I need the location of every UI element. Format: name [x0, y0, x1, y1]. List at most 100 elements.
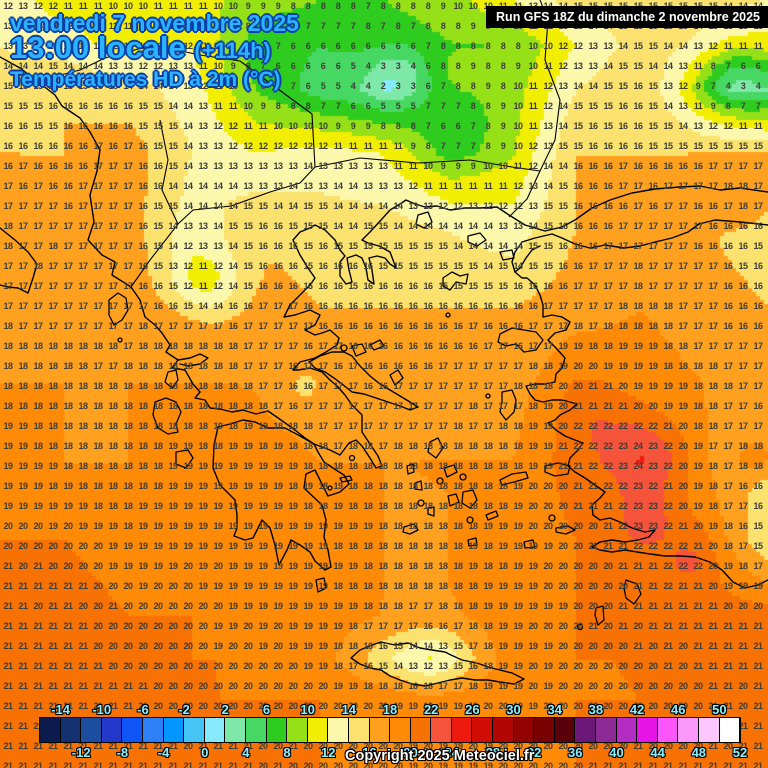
temp-value: 13: [108, 61, 118, 71]
temp-value: 17: [288, 301, 298, 311]
temp-value: 19: [453, 761, 463, 768]
temp-value: 15: [678, 141, 688, 151]
temp-value: 14: [168, 241, 178, 251]
temp-value: 20: [273, 741, 283, 751]
temp-value: 19: [513, 661, 523, 671]
temp-value: 20: [528, 521, 538, 531]
temp-value: 19: [513, 481, 523, 491]
temp-value: 18: [123, 441, 133, 451]
temp-value: 18: [498, 481, 508, 491]
temp-value: 19: [3, 461, 13, 471]
temp-value: 20: [243, 661, 253, 671]
temp-value: 17: [633, 221, 643, 231]
temp-value: 10: [213, 61, 223, 71]
temp-value: 15: [423, 241, 433, 251]
temp-value: 14: [468, 221, 478, 231]
temp-value: 17: [603, 281, 613, 291]
temp-value: 18: [573, 321, 583, 331]
temp-value: 16: [153, 161, 163, 171]
temp-value: 18: [228, 341, 238, 351]
temp-value: 15: [378, 221, 388, 231]
temp-value: 20: [183, 621, 193, 631]
temp-value: 10: [123, 1, 133, 11]
temp-value: 4: [725, 81, 731, 91]
temp-value: 20: [258, 661, 268, 671]
temp-value: 20: [378, 761, 388, 768]
temp-value: 16: [63, 201, 73, 211]
temp-value: 17: [33, 281, 43, 291]
temp-value: 20: [648, 701, 658, 711]
temp-value: 16: [648, 161, 658, 171]
temp-value: 19: [303, 621, 313, 631]
temp-value: 12: [228, 121, 238, 131]
temp-value: 21: [138, 761, 148, 768]
temp-value: 21: [213, 761, 223, 768]
temp-value: 18: [33, 261, 43, 271]
temp-value: 17: [333, 441, 343, 451]
temp-value: 18: [258, 401, 268, 411]
temp-value: 20: [573, 761, 583, 768]
temp-value: 18: [138, 441, 148, 451]
temp-value: 15: [138, 101, 148, 111]
temp-value: 17: [318, 421, 328, 431]
temp-value: 20: [603, 621, 613, 631]
temp-value: 16: [498, 321, 508, 331]
temp-value: 19: [618, 361, 628, 371]
temp-value: 17: [723, 441, 733, 451]
temp-value: 20: [18, 541, 28, 551]
temp-value: 14: [663, 41, 673, 51]
temp-value: 17: [633, 241, 643, 251]
temp-value: 15: [453, 261, 463, 271]
temp-value: 19: [498, 641, 508, 651]
temp-value: 17: [318, 341, 328, 351]
temp-value: 18: [393, 601, 403, 611]
temp-value: 21: [153, 741, 163, 751]
temp-value: 16: [63, 161, 73, 171]
temp-value: 21: [3, 701, 13, 711]
temp-value: 21: [123, 761, 133, 768]
temp-value: 13: [243, 161, 253, 171]
temp-value: 18: [3, 361, 13, 371]
colorbar-tick-label: 32: [526, 745, 542, 760]
temp-value: 22: [693, 561, 703, 571]
temp-value: 15: [18, 81, 28, 91]
temp-value: 17: [468, 321, 478, 331]
temp-value: 8: [245, 61, 251, 71]
colorbar-tick-label: 4: [242, 745, 250, 760]
temp-value: 20: [228, 681, 238, 691]
temp-value: 17: [123, 161, 133, 171]
temp-value: 15: [33, 81, 43, 91]
temp-value: 21: [573, 481, 583, 491]
temp-value: 2: [380, 81, 386, 91]
temp-value: 18: [663, 321, 673, 331]
temp-value: 18: [393, 561, 403, 571]
temp-value: 18: [18, 381, 28, 391]
temp-value: 21: [18, 621, 28, 631]
temp-value: 20: [588, 361, 598, 371]
temp-value: 15: [393, 261, 403, 271]
temp-value: 19: [528, 541, 538, 551]
temp-value: 21: [228, 741, 238, 751]
temp-value: 18: [363, 561, 373, 571]
temp-value: 9: [470, 161, 476, 171]
temp-value: 18: [138, 341, 148, 351]
temp-value: 8: [725, 101, 731, 111]
temp-value: 16: [753, 221, 763, 231]
temp-value: 16: [78, 101, 88, 111]
temp-value: 15: [453, 281, 463, 291]
temp-value: 19: [3, 501, 13, 511]
temp-value: 20: [123, 581, 133, 591]
temp-value: 20: [603, 661, 613, 671]
temp-value: 18: [333, 541, 343, 551]
temp-value: 16: [273, 241, 283, 251]
temp-value: 12: [513, 181, 523, 191]
temp-value: 9: [410, 141, 416, 151]
temp-value: 19: [303, 481, 313, 491]
temp-value: 20: [558, 761, 568, 768]
temp-value: 17: [108, 241, 118, 251]
temp-value: 15: [753, 141, 763, 151]
temp-value: 11: [423, 181, 433, 191]
colorbar-cell: [575, 718, 597, 742]
temp-value: 17: [258, 361, 268, 371]
temp-value: 20: [123, 641, 133, 651]
